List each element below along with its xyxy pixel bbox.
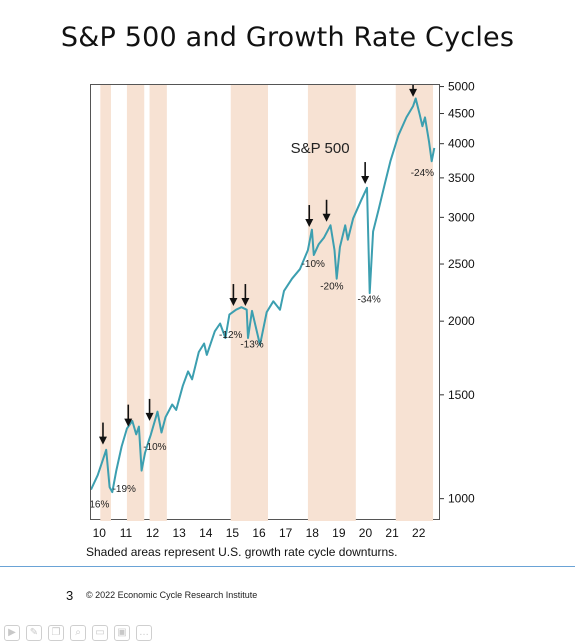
peak-arrow <box>124 404 133 427</box>
y-tick-label: 4000 <box>448 137 475 151</box>
copy-icon[interactable]: ❐ <box>48 625 64 641</box>
footer-divider <box>0 566 575 567</box>
drawdown-label: -13% <box>240 340 263 351</box>
y-tick-label: 1500 <box>448 388 475 402</box>
peak-arrow <box>409 85 418 97</box>
zoom-icon[interactable]: ⌕ <box>70 625 86 641</box>
y-tick-label: 3000 <box>448 210 475 224</box>
x-tick-label: 16 <box>252 526 266 540</box>
slide-title: S&P 500 and Growth Rate Cycles <box>60 22 515 53</box>
x-tick-label: 19 <box>332 526 346 540</box>
downturn-shade <box>149 85 167 521</box>
x-tick-label: 17 <box>279 526 293 540</box>
sp500-chart: S&P 500 -16% -19% -10% -12%-13% -10% -20% -34% -… <box>91 85 436 521</box>
x-tick-label: 22 <box>412 526 426 540</box>
downturn-shade <box>230 85 268 521</box>
page-number: 3 <box>66 588 74 603</box>
y-tick-label: 5000 <box>448 80 475 94</box>
y-tick-label: 2000 <box>448 314 475 328</box>
chart-caption: Shaded areas represent U.S. growth rate … <box>86 545 398 559</box>
drawdown-label: -24% <box>411 168 434 179</box>
peak-arrow <box>361 162 370 185</box>
x-tick-label: 12 <box>146 526 160 540</box>
x-tick-label: 13 <box>172 526 186 540</box>
play-icon[interactable]: ▶ <box>4 625 20 641</box>
copyright-notice: © 2022 Economic Cycle Research Institute <box>86 590 258 600</box>
drawdown-label: -10% <box>302 259 325 270</box>
drawdown-label: -16% <box>91 499 109 510</box>
drawdown-label: -19% <box>113 484 136 495</box>
video-icon[interactable]: ▣ <box>114 625 130 641</box>
sp500-series-line <box>91 97 436 494</box>
x-tick-label: 18 <box>306 526 320 540</box>
x-tick-label: 14 <box>199 526 213 540</box>
peak-arrow <box>241 284 250 307</box>
peak-arrow <box>305 205 314 228</box>
peak-arrow <box>229 284 238 307</box>
y-tick-label: 3500 <box>448 171 475 185</box>
fit-icon[interactable]: ▭ <box>92 625 108 641</box>
y-tick-label: 1000 <box>448 492 475 506</box>
downturn-shade <box>100 85 111 521</box>
drawdown-label: -12% <box>219 330 242 341</box>
peak-arrow <box>145 398 154 421</box>
x-tick-label: 11 <box>120 526 133 540</box>
y-tick-label: 2500 <box>448 257 475 271</box>
peak-arrow <box>98 422 107 445</box>
drawdown-label: -10% <box>143 442 166 453</box>
x-tick-label: 21 <box>385 526 399 540</box>
series-label: S&P 500 <box>291 140 350 157</box>
more-icon[interactable]: … <box>136 625 152 641</box>
slide-toolbar: ▶ ✎ ❐ ⌕ ▭ ▣ … <box>0 622 204 644</box>
chart-frame: S&P 500 -16% -19% -10% -12%-13% -10% -20% -34% -… <box>90 84 440 521</box>
downturn-shade <box>126 85 145 521</box>
x-tick-label: 20 <box>359 526 373 540</box>
x-tick-label: 10 <box>93 526 107 540</box>
x-tick-label: 15 <box>226 526 240 540</box>
downturn-shade <box>395 85 434 521</box>
drawdown-label: -34% <box>357 294 380 305</box>
peak-arrow <box>322 199 331 222</box>
edit-icon[interactable]: ✎ <box>26 625 42 641</box>
downturn-shade <box>307 85 356 521</box>
y-tick-label: 4500 <box>448 107 475 121</box>
drawdown-label: -20% <box>320 282 343 293</box>
